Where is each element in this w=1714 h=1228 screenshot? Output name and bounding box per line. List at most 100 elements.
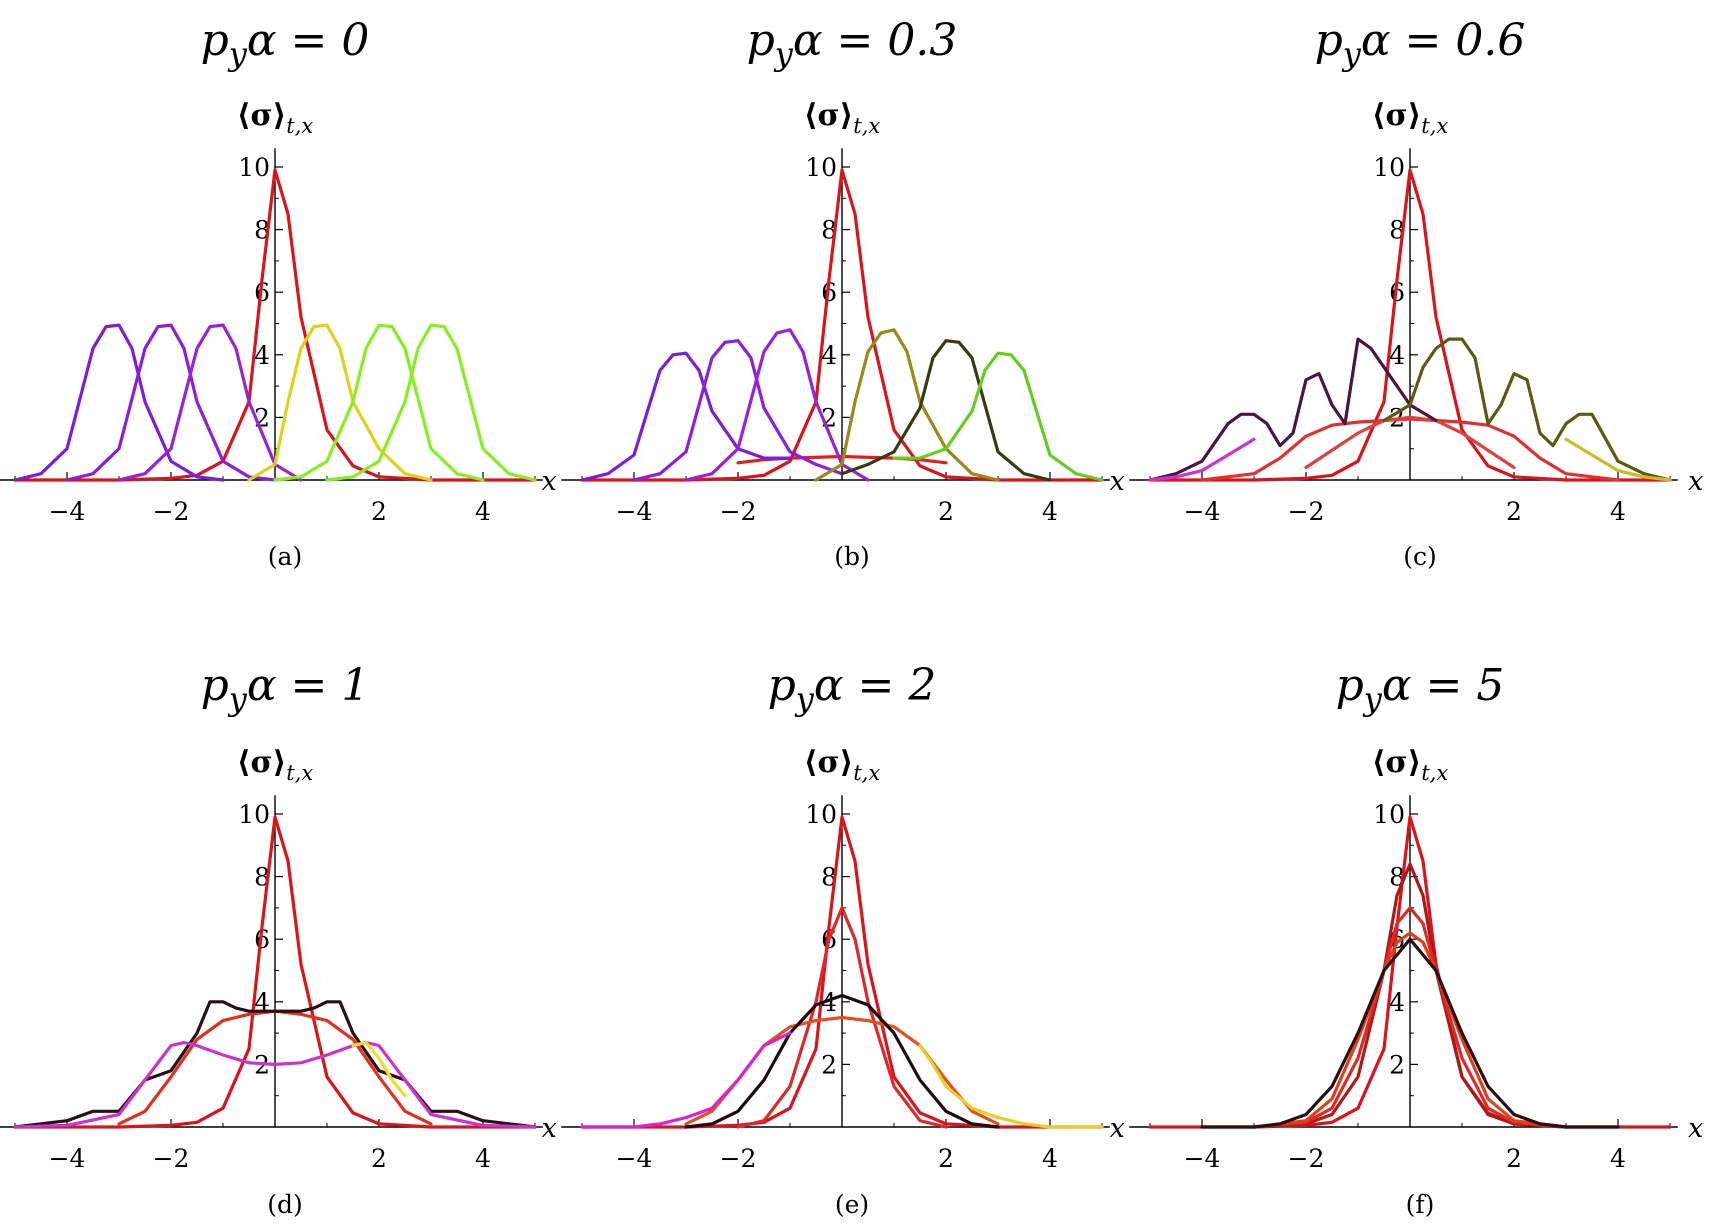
y-tick-label: 4 <box>821 341 837 370</box>
panel-title: pyα = 0.3 <box>747 15 958 73</box>
y-tick-label: 4 <box>1389 988 1405 1017</box>
panel-caption: (e) <box>835 1190 869 1219</box>
y-tick-label: 10 <box>1373 800 1405 829</box>
series-line <box>273 323 485 482</box>
panel-caption: (d) <box>267 1190 303 1219</box>
y-tick-label: 2 <box>821 1050 837 1079</box>
series-line <box>1304 415 1516 470</box>
series-line <box>736 906 948 1129</box>
series-line <box>1564 437 1672 482</box>
x-axis-label: x <box>542 466 557 497</box>
y-tick-label: 10 <box>238 800 270 829</box>
series-line <box>1148 337 1438 482</box>
series-line <box>1148 437 1256 482</box>
x-axis-label: x <box>1688 1113 1703 1144</box>
series-line <box>325 323 537 482</box>
x-tick-label: −4 <box>616 497 653 526</box>
series-line <box>117 323 303 482</box>
series-line <box>1148 168 1672 482</box>
series-line <box>65 323 277 482</box>
x-tick-label: 4 <box>1042 497 1058 526</box>
x-tick-label: 4 <box>475 497 491 526</box>
x-tick-label: −4 <box>1184 497 1221 526</box>
y-tick-label: 4 <box>254 988 270 1017</box>
series-line <box>1382 337 1672 482</box>
series-line <box>580 1031 792 1129</box>
y-tick-label: 10 <box>238 153 270 182</box>
series-line <box>892 351 1104 482</box>
series-line <box>351 1040 407 1098</box>
x-tick-label: 4 <box>1042 1144 1058 1173</box>
y-axis-label: ⟨σ⟩t,x <box>1372 98 1449 138</box>
x-tick-label: −4 <box>49 1144 86 1173</box>
series-line <box>13 168 537 482</box>
series-line <box>580 815 1104 1129</box>
x-tick-label: 2 <box>938 497 954 526</box>
x-tick-label: −4 <box>49 497 86 526</box>
panel-title: pyα = 2 <box>768 660 937 718</box>
series-line <box>13 1040 537 1129</box>
x-tick-label: 2 <box>1506 497 1522 526</box>
x-tick-label: −2 <box>153 497 190 526</box>
x-axis-label: x <box>542 1113 557 1144</box>
panel-title: pyα = 0.6 <box>1315 15 1526 73</box>
y-tick-label: 4 <box>821 988 837 1017</box>
y-axis-label: ⟨σ⟩t,x <box>804 98 881 138</box>
series-line <box>1252 862 1568 1129</box>
series-line <box>580 351 792 482</box>
x-tick-label: 4 <box>475 1144 491 1173</box>
series-line <box>13 815 537 1129</box>
panel-caption: (f) <box>1406 1190 1435 1219</box>
series-line <box>684 993 1000 1129</box>
x-tick-label: −2 <box>720 497 757 526</box>
panel-caption: (a) <box>268 542 302 571</box>
series-line <box>13 323 225 482</box>
x-tick-label: −2 <box>1288 497 1325 526</box>
x-axis-label: x <box>1688 466 1703 497</box>
x-tick-label: 2 <box>371 497 387 526</box>
panel-caption: (b) <box>834 542 870 571</box>
x-tick-label: 4 <box>1610 497 1626 526</box>
series-line <box>918 1043 1104 1129</box>
panel-caption: (c) <box>1403 542 1437 571</box>
panel-title: pyα = 5 <box>1336 660 1505 718</box>
panel-title: pyα = 0 <box>201 15 370 73</box>
y-tick-label: 4 <box>254 341 270 370</box>
series-line <box>580 168 1104 482</box>
x-tick-label: −2 <box>1288 1144 1325 1173</box>
x-axis-label: x <box>1110 1113 1125 1144</box>
y-axis-label: ⟨σ⟩t,x <box>1372 745 1449 785</box>
y-axis-label: ⟨σ⟩t,x <box>237 98 314 138</box>
x-tick-label: −2 <box>720 1144 757 1173</box>
y-axis-label: ⟨σ⟩t,x <box>237 745 314 785</box>
y-tick-label: 10 <box>805 153 837 182</box>
x-tick-label: 4 <box>1610 1144 1626 1173</box>
y-tick-label: 2 <box>1389 1050 1405 1079</box>
y-tick-label: 4 <box>1389 341 1405 370</box>
y-tick-label: 10 <box>805 800 837 829</box>
series-line <box>1252 906 1568 1129</box>
series-line <box>814 328 1000 482</box>
panel-title: pyα = 1 <box>201 660 370 718</box>
x-tick-label: −4 <box>616 1144 653 1173</box>
series-line <box>247 323 433 482</box>
x-tick-label: 2 <box>371 1144 387 1173</box>
series-line <box>840 339 1052 482</box>
x-tick-label: 2 <box>938 1144 954 1173</box>
series-line <box>1200 937 1620 1129</box>
series-line <box>632 339 844 482</box>
series-line <box>1252 931 1568 1129</box>
series-line <box>684 328 870 482</box>
y-tick-label: 10 <box>1373 153 1405 182</box>
x-axis-label: x <box>1110 466 1125 497</box>
y-axis-label: ⟨σ⟩t,x <box>804 745 881 785</box>
x-tick-label: −4 <box>1184 1144 1221 1173</box>
